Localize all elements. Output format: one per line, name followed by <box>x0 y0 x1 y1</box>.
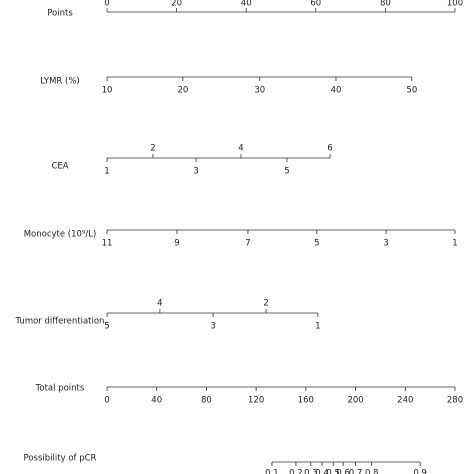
tick-label: 9 <box>174 239 179 249</box>
tick-label: 0.3 <box>304 469 318 474</box>
tick-label: 0.7 <box>349 469 363 474</box>
tick-label: 3 <box>383 239 388 249</box>
tick-label: 0.2 <box>289 469 303 474</box>
scale-title: Monocyte (10⁹/L) <box>24 230 97 240</box>
tick-label: 80 <box>201 396 212 406</box>
tick-label: 1 <box>315 322 320 332</box>
tick-label: 0 <box>104 0 109 9</box>
tick-label: 1 <box>104 167 109 177</box>
tick-label: 40 <box>331 86 342 96</box>
tick-label: 1 <box>452 239 457 249</box>
axis-title: Possibility of pCR <box>24 454 97 464</box>
tick-label: 100 <box>447 0 463 9</box>
tick-label: 4 <box>157 299 162 309</box>
scale-title: CEA <box>51 162 68 172</box>
tick-label: 200 <box>347 396 363 406</box>
tick-label: 0.1 <box>265 469 279 474</box>
tick-label: 0.6 <box>336 469 350 474</box>
tick-label: 5 <box>284 167 289 177</box>
tick-label: 10 <box>102 86 113 96</box>
tick-label: 3 <box>193 167 198 177</box>
tick-label: 5 <box>104 322 109 332</box>
tick-label: 80 <box>380 0 391 9</box>
scale-title: Tumor differentiation <box>15 317 105 327</box>
tick-label: 11 <box>102 239 113 249</box>
axis-title: Total points <box>35 384 85 394</box>
tick-label: 0.5 <box>326 469 340 474</box>
scale-title: LYMR (%) <box>40 77 79 87</box>
tick-label: 50 <box>406 86 417 96</box>
tick-label: 40 <box>151 396 162 406</box>
tick-label: 2 <box>263 299 268 309</box>
tick-label: 240 <box>397 396 413 406</box>
tick-label: 30 <box>254 86 265 96</box>
tick-label: 5 <box>314 239 319 249</box>
tick-label: 40 <box>241 0 252 9</box>
tick-label: 160 <box>298 396 314 406</box>
tick-label: 3 <box>210 322 215 332</box>
tick-label: 60 <box>310 0 321 9</box>
tick-label: 120 <box>248 396 264 406</box>
tick-label: 4 <box>238 144 243 154</box>
tick-label: 7 <box>245 239 250 249</box>
tick-label: 0 <box>104 396 109 406</box>
tick-label: 280 <box>447 396 463 406</box>
tick-label: 0.8 <box>365 469 379 474</box>
tick-label: 0.9 <box>413 469 427 474</box>
axis-title: Points <box>47 9 73 19</box>
tick-label: 2 <box>150 144 155 154</box>
tick-label: 20 <box>171 0 182 9</box>
tick-label: 0.4 <box>315 469 329 474</box>
tick-label: 6 <box>327 144 332 154</box>
tick-label: 20 <box>177 86 188 96</box>
